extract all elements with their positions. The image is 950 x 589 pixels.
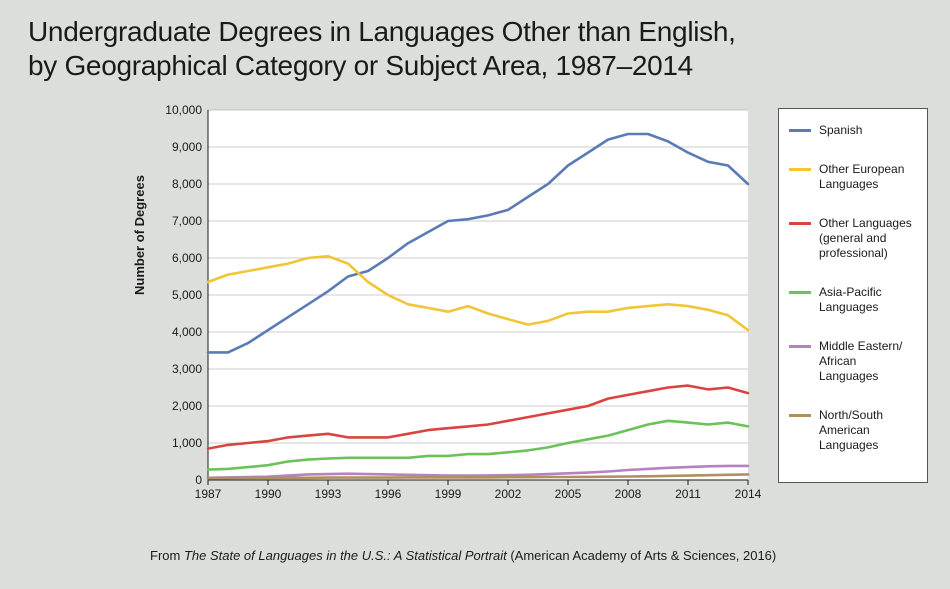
- x-tick-label: 1996: [375, 487, 402, 501]
- page: Undergraduate Degrees in Languages Other…: [0, 0, 950, 589]
- caption-prefix: From: [150, 548, 184, 563]
- legend-swatch: [789, 168, 811, 171]
- y-tick-label: 0: [195, 473, 202, 487]
- x-tick-label: 1993: [315, 487, 342, 501]
- y-tick-label: 1,000: [172, 436, 202, 450]
- legend-item: Asia-Pacific Languages: [789, 285, 917, 315]
- legend-item: Middle Eastern/ African Languages: [789, 339, 917, 384]
- title-line-2: by Geographical Category or Subject Area…: [28, 50, 693, 81]
- x-tick-label: 1987: [195, 487, 222, 501]
- series-line: [208, 134, 748, 352]
- y-tick-label: 10,000: [165, 103, 202, 117]
- x-tick-label: 2008: [615, 487, 642, 501]
- legend-swatch: [789, 414, 811, 417]
- caption-italic: The State of Languages in the U.S.: A St…: [184, 548, 507, 563]
- legend-label: North/South American Languages: [819, 408, 917, 453]
- legend-swatch: [789, 222, 811, 225]
- y-tick-label: 3,000: [172, 362, 202, 376]
- series-line: [208, 256, 748, 330]
- legend-label: Middle Eastern/ African Languages: [819, 339, 917, 384]
- line-chart-svg: 0 1,000 2,000 3,000 4,000 5,000 6,000 7,000 8,00…: [150, 100, 770, 510]
- source-caption: From The State of Languages in the U.S.:…: [150, 548, 776, 563]
- y-tick-label: 4,000: [172, 325, 202, 339]
- title-line-1: Undergraduate Degrees in Languages Other…: [28, 16, 736, 47]
- legend-item: Other Languages (general and professiona…: [789, 216, 917, 261]
- legend-label: Other European Languages: [819, 162, 917, 192]
- legend-label: Other Languages (general and professiona…: [819, 216, 917, 261]
- y-tick-label: 9,000: [172, 140, 202, 154]
- legend-swatch: [789, 345, 811, 348]
- x-tick-label: 2005: [555, 487, 582, 501]
- legend-label: Spanish: [819, 123, 862, 138]
- y-tick-label: 5,000: [172, 288, 202, 302]
- legend: Spanish Other European Languages Other Lan…: [778, 108, 928, 483]
- x-tick-label: 2002: [495, 487, 522, 501]
- x-tick-label: 2014: [735, 487, 762, 501]
- y-tick-label: 7,000: [172, 214, 202, 228]
- y-tick-label: 2,000: [172, 399, 202, 413]
- x-tick-label: 1999: [435, 487, 462, 501]
- x-tick-label: 2011: [675, 487, 701, 501]
- y-axis-label: Number of Degrees: [132, 175, 147, 295]
- legend-swatch: [789, 129, 811, 132]
- chart-area: Number of Degrees 01,0002,0003,0004,0005…: [150, 100, 770, 510]
- y-tick-label: 6,000: [172, 251, 202, 265]
- legend-item: North/South American Languages: [789, 408, 917, 453]
- legend-label: Asia-Pacific Languages: [819, 285, 917, 315]
- series-line: [208, 421, 748, 470]
- y-tick-label: 8,000: [172, 177, 202, 191]
- x-tick-label: 1990: [255, 487, 282, 501]
- caption-suffix: (American Academy of Arts & Sciences, 20…: [507, 548, 777, 563]
- legend-swatch: [789, 291, 811, 294]
- legend-item: Other European Languages: [789, 162, 917, 192]
- series-line: [208, 386, 748, 449]
- chart-title: Undergraduate Degrees in Languages Other…: [28, 15, 736, 82]
- legend-item: Spanish: [789, 123, 917, 138]
